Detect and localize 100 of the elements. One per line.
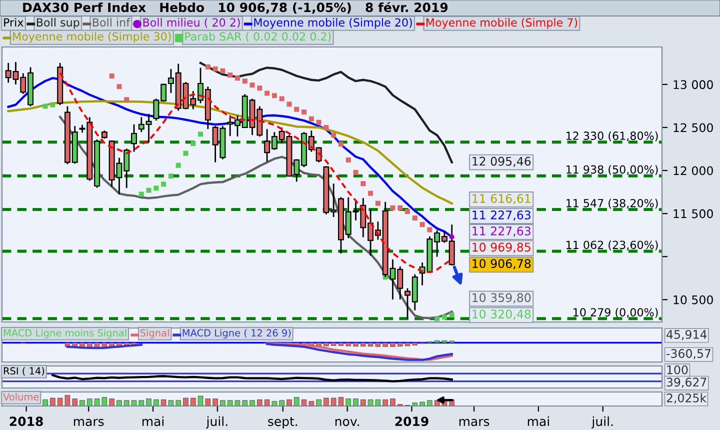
bar: [42, 399, 48, 406]
bar: [427, 400, 432, 406]
text: 10 906,78: [472, 259, 531, 270]
data-label: 10 359,80: [472, 293, 531, 304]
series-label: Volume: [3, 393, 39, 401]
bar: [50, 398, 56, 406]
x-tick-label: mai: [142, 416, 164, 426]
text: -360,57: [666, 349, 711, 360]
ref-line-label: 11 547 (38,20%): [566, 198, 658, 209]
point: [375, 200, 380, 206]
bar: [190, 398, 196, 406]
data-label: 11 616,61: [472, 194, 530, 204]
series-label: RSI ( 14): [4, 367, 44, 376]
point: [205, 64, 210, 70]
legend-label: Moyenne mobile (Simple 20): [254, 18, 412, 29]
bar: [183, 398, 188, 406]
point: [331, 132, 336, 138]
y-tick-label: 13 000: [674, 80, 713, 90]
ref-line-label: 12 330 (61,80%): [566, 131, 658, 142]
x-tick-label: mai: [528, 416, 549, 426]
legend-label: Parab SAR ( 0.02 0.02 0.2): [185, 32, 331, 42]
bar: [220, 400, 226, 406]
bar: [346, 398, 352, 406]
data-label: 10 320,48: [472, 310, 531, 320]
bar: [87, 398, 92, 406]
point: [427, 227, 432, 232]
point: [338, 142, 344, 147]
point: [161, 182, 166, 187]
point: [272, 93, 277, 98]
y-tick-label: 10 500: [674, 295, 713, 304]
point: [183, 150, 188, 156]
point: [138, 192, 144, 197]
point: [250, 82, 255, 88]
point: [360, 181, 366, 186]
bar: [382, 399, 388, 406]
y-tick-label: 11 500: [674, 209, 713, 218]
legend-label: MACD Ligne ( 12 26 9): [182, 329, 291, 338]
legend-label: Boll milieu ( 20 2): [143, 18, 240, 28]
bar: [146, 398, 152, 406]
bar: [257, 399, 262, 406]
point: [242, 78, 248, 84]
bar: [176, 400, 181, 406]
point: [168, 174, 174, 179]
bar: [360, 399, 366, 406]
text: 39,627: [666, 378, 706, 388]
bar: [250, 400, 255, 406]
point: [124, 97, 130, 102]
point: [50, 102, 56, 108]
point: [390, 205, 396, 210]
point: [294, 106, 300, 112]
x-tick-label: mars: [74, 418, 104, 426]
point: [264, 90, 270, 96]
point: [146, 188, 152, 193]
ref-line-label: 11 938 (50,00%): [566, 165, 658, 176]
bar: [72, 398, 78, 406]
ref-line-label: 11 062 (23,60%): [566, 240, 658, 250]
point: [324, 124, 329, 130]
text: 100: [667, 365, 688, 374]
text: 45,914: [666, 330, 707, 340]
data-label: 10 969,85: [472, 242, 530, 253]
point: [420, 222, 425, 228]
bar: [286, 399, 292, 406]
point: [109, 73, 114, 78]
series-label: MACD Ligne moins Signal: [4, 329, 126, 338]
chart-title: DAX30 Perf Index Hebdo 10 906,78 (-1,05%) 8 févr. 2019: [23, 2, 448, 14]
point: [405, 209, 410, 214]
point: [190, 141, 196, 146]
x-tick-label: 2018: [10, 416, 43, 426]
point: [220, 68, 226, 74]
point: [279, 96, 284, 102]
bar: [80, 400, 85, 406]
legend-label: Moyenne mobile (Simple 7): [426, 18, 578, 29]
point: [116, 84, 122, 90]
point: [302, 109, 307, 114]
x-tick-label: 2019: [395, 416, 428, 426]
legend-label: Signal: [140, 329, 169, 338]
bar: [294, 397, 300, 406]
bar: [242, 400, 248, 406]
bar: [212, 398, 218, 406]
x-tick-label: sept.: [268, 417, 298, 429]
point: [176, 162, 181, 168]
bar: [116, 400, 122, 406]
point: [442, 314, 447, 320]
data-label: 11 227,63: [472, 226, 530, 237]
y-tick-label: 12 000: [674, 166, 713, 176]
point: [346, 157, 351, 162]
point: [412, 215, 418, 220]
x-tick-label: nov.: [335, 418, 359, 426]
line-series: [199, 62, 453, 164]
x-tick-label: mars: [459, 418, 490, 426]
legend-label: Boll inf: [92, 18, 130, 27]
y-tick-label: 12 500: [674, 123, 713, 132]
point: [286, 102, 292, 107]
bar: [109, 398, 114, 406]
point: [449, 312, 454, 318]
point: [368, 190, 374, 196]
bar: [154, 399, 159, 406]
legend-label: Moyenne mobile (Simple 30): [13, 32, 171, 43]
point: [308, 116, 314, 122]
candlestick: [131, 124, 137, 153]
